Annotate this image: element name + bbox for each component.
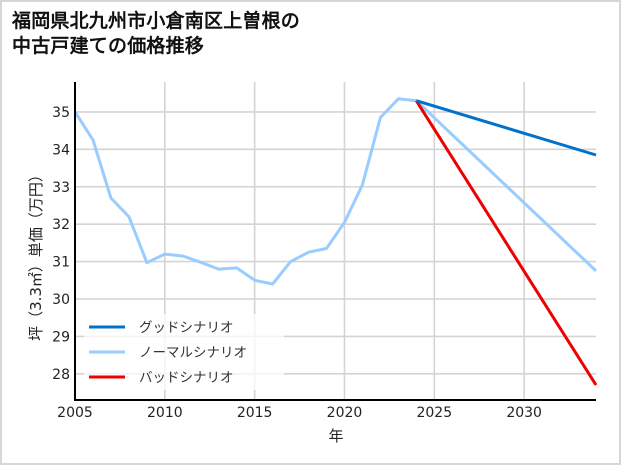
y-tick-label: 29 [52, 329, 70, 345]
y-tick-label: 30 [52, 292, 70, 308]
chart-title: 福岡県北九州市小倉南区上曽根の 中古戸建ての価格推移 [12, 10, 301, 57]
x-tick-label: 2030 [506, 405, 542, 421]
x-tick-label: 2015 [237, 405, 273, 421]
legend-label: バッドシナリオ [139, 370, 234, 386]
y-axis-label: 坪（3.3㎡）単価（万円） [27, 167, 45, 341]
y-tick-label: 35 [52, 105, 70, 121]
axes [74, 82, 596, 401]
y-tick-label: 31 [52, 255, 70, 271]
x-tick-label: 2010 [147, 405, 183, 421]
legend-label: グッドシナリオ [139, 320, 234, 336]
series-line [415, 99, 598, 386]
series-line [415, 99, 597, 157]
legend-label: ノーマルシナリオ [139, 345, 247, 361]
x-tick-label: 2020 [327, 405, 363, 421]
x-tick-label: 2005 [57, 405, 93, 421]
tick-labels: 2005 2010 2015 2020 2025 2030 28 29 30 31 32 33 34 35 [52, 105, 542, 421]
y-tick-label: 33 [52, 180, 70, 196]
y-tick-label: 34 [52, 142, 70, 158]
x-tick-label: 2025 [416, 405, 452, 421]
x-axis-label: 年 [328, 427, 343, 445]
series-lines [73, 97, 598, 386]
y-tick-label: 28 [52, 367, 70, 383]
series-line [73, 97, 598, 286]
y-tick-label: 32 [52, 217, 70, 233]
